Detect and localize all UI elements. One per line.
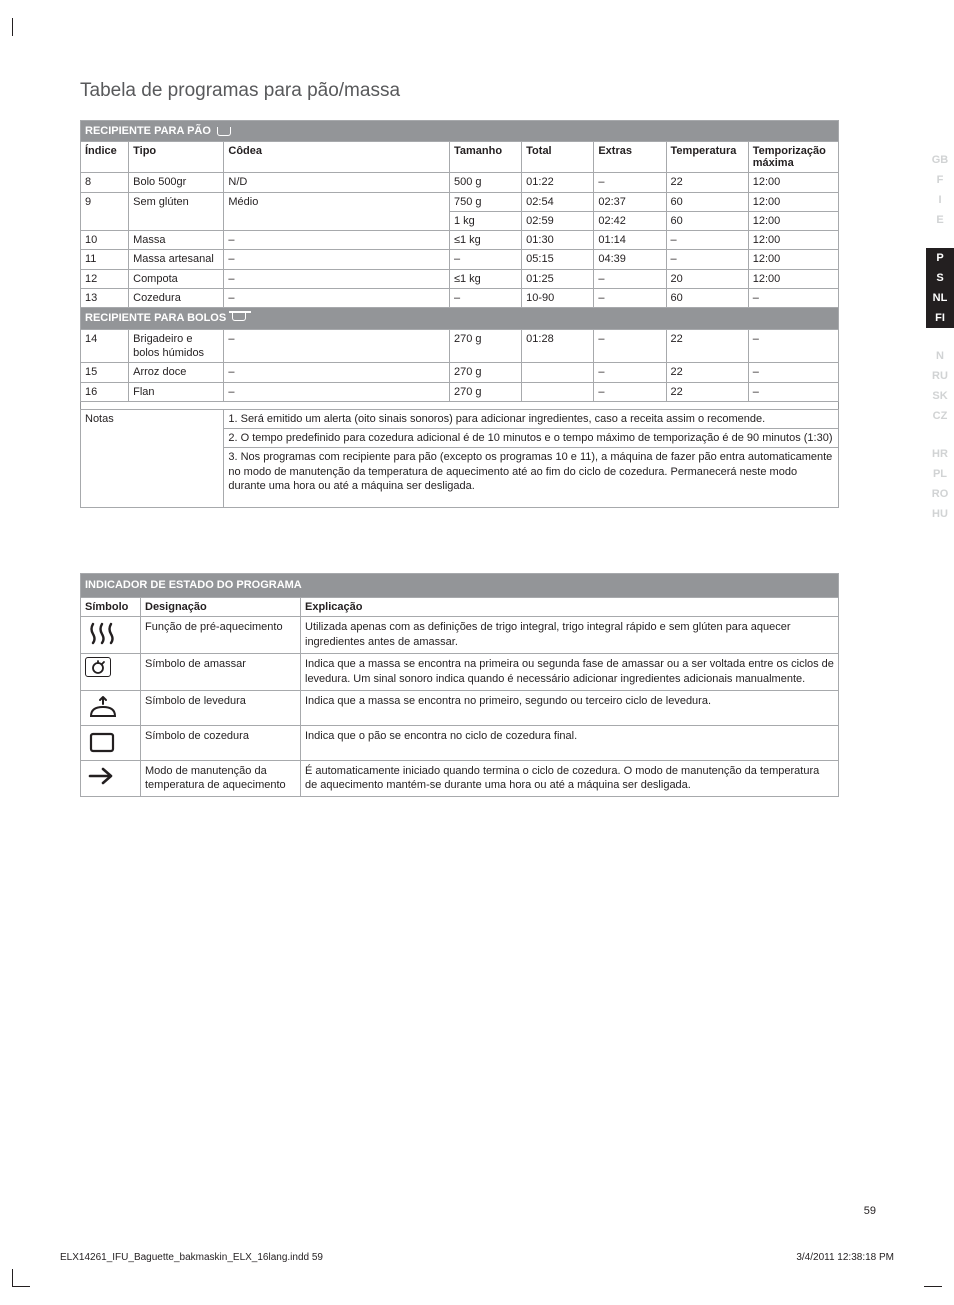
table-row: 8 Bolo 500gr N/D 500 g 01:22 – 22 12:00 <box>81 173 839 192</box>
lang-f: F <box>926 170 954 190</box>
status-exp: Indica que o pão se encontra no ciclo de… <box>301 725 839 760</box>
page-number: 59 <box>864 1205 876 1217</box>
status-row: Função de pré-aquecimento Utilizada apen… <box>81 617 839 654</box>
nota-2: 2. O tempo predefinido para cozedura adi… <box>224 429 839 448</box>
lang-sk: SK <box>926 386 954 406</box>
status-row: Símbolo de amassar Indica que a massa se… <box>81 653 839 690</box>
lang-hu: HU <box>926 504 954 524</box>
lang-ro: RO <box>926 484 954 504</box>
footer-left: ELX14261_IFU_Baguette_bakmaskin_ELX_16la… <box>60 1252 323 1263</box>
th-explicacao: Explicação <box>301 598 839 617</box>
table-row: 13 Cozedura – – 10-90 – 60 – <box>81 289 839 308</box>
status-desig: Símbolo de amassar <box>141 653 301 690</box>
notas-row: Notas 1. Será emitido um alerta (oito si… <box>81 409 839 428</box>
th-temperatura: Temperatura <box>666 142 748 173</box>
status-table: INDICADOR DE ESTADO DO PROGRAMA Símbolo … <box>80 573 839 797</box>
lang-fi: FI <box>926 308 954 328</box>
th-total: Total <box>522 142 594 173</box>
status-row: Símbolo de levedura Indica que a massa s… <box>81 690 839 725</box>
nota-1: 1. Será emitido um alerta (oito sinais s… <box>224 409 839 428</box>
status-exp: Utilizada apenas com as definições de tr… <box>301 617 839 654</box>
th-tamanho: Tamanho <box>449 142 521 173</box>
table-row: 15 Arroz doce – 270 g – 22 – <box>81 363 839 382</box>
th-extras: Extras <box>594 142 666 173</box>
lang-n: N <box>926 346 954 366</box>
section2-header: RECIPIENTE PARA BOLOS <box>81 308 839 329</box>
th-codea: Côdea <box>224 142 450 173</box>
section1-header: RECIPIENTE PARA PÃO <box>81 121 839 142</box>
th-simbolo: Símbolo <box>81 598 141 617</box>
status-desig: Símbolo de cozedura <box>141 725 301 760</box>
table-row: 11 Massa artesanal – – 05:15 04:39 – 12:… <box>81 250 839 269</box>
lang-nl: NL <box>926 288 954 308</box>
status-row: Símbolo de cozedura Indica que o pão se … <box>81 725 839 760</box>
knead-icon <box>81 653 141 690</box>
lang-hr: HR <box>926 444 954 464</box>
table-row: 14 Brigadeiro e bolos húmidos – 270 g 01… <box>81 329 839 363</box>
language-sidebar: GB F I E P S NL FI N RU SK CZ HR PL RO H… <box>926 150 954 542</box>
th-temporizacao: Temporização máxima <box>748 142 838 173</box>
rise-icon <box>81 690 141 725</box>
keepwarm-icon <box>81 760 141 797</box>
table-row: 16 Flan – 270 g – 22 – <box>81 382 839 401</box>
table-row: 10 Massa – ≤1 kg 01:30 01:14 – 12:00 <box>81 231 839 250</box>
status-exp: É automaticamente iniciado quando termin… <box>301 760 839 797</box>
preheat-icon <box>81 617 141 654</box>
status-title: INDICADOR DE ESTADO DO PROGRAMA <box>81 574 839 598</box>
lang-s: S <box>926 268 954 288</box>
status-row: Modo de manutenção da temperatura de aqu… <box>81 760 839 797</box>
status-desig: Função de pré-aquecimento <box>141 617 301 654</box>
nota-3: 3. Nos programas com recipiente para pão… <box>224 448 839 508</box>
lang-i: I <box>926 190 954 210</box>
page-title: Tabela de programas para pão/massa <box>80 80 839 102</box>
th-designacao: Designação <box>141 598 301 617</box>
lang-gb: GB <box>926 150 954 170</box>
lang-pl: PL <box>926 464 954 484</box>
table-row: 9 Sem glúten Médio 750 g 02:54 02:37 60 … <box>81 192 839 211</box>
status-exp: Indica que a massa se encontra na primei… <box>301 653 839 690</box>
th-tipo: Tipo <box>129 142 224 173</box>
status-desig: Modo de manutenção da temperatura de aqu… <box>141 760 301 797</box>
table-row: 12 Compota – ≤1 kg 01:25 – 20 12:00 <box>81 269 839 288</box>
lang-p: P <box>926 248 954 268</box>
footer-right: 3/4/2011 12:38:18 PM <box>796 1252 894 1263</box>
status-desig: Símbolo de levedura <box>141 690 301 725</box>
lang-cz: CZ <box>926 406 954 426</box>
th-indice: Índice <box>81 142 129 173</box>
status-exp: Indica que a massa se encontra no primei… <box>301 690 839 725</box>
programs-table: RECIPIENTE PARA PÃO Índice Tipo Côdea Ta… <box>80 120 839 508</box>
lang-ru: RU <box>926 366 954 386</box>
notas-label: Notas <box>81 409 224 507</box>
bake-icon <box>81 725 141 760</box>
lang-e: E <box>926 210 954 230</box>
